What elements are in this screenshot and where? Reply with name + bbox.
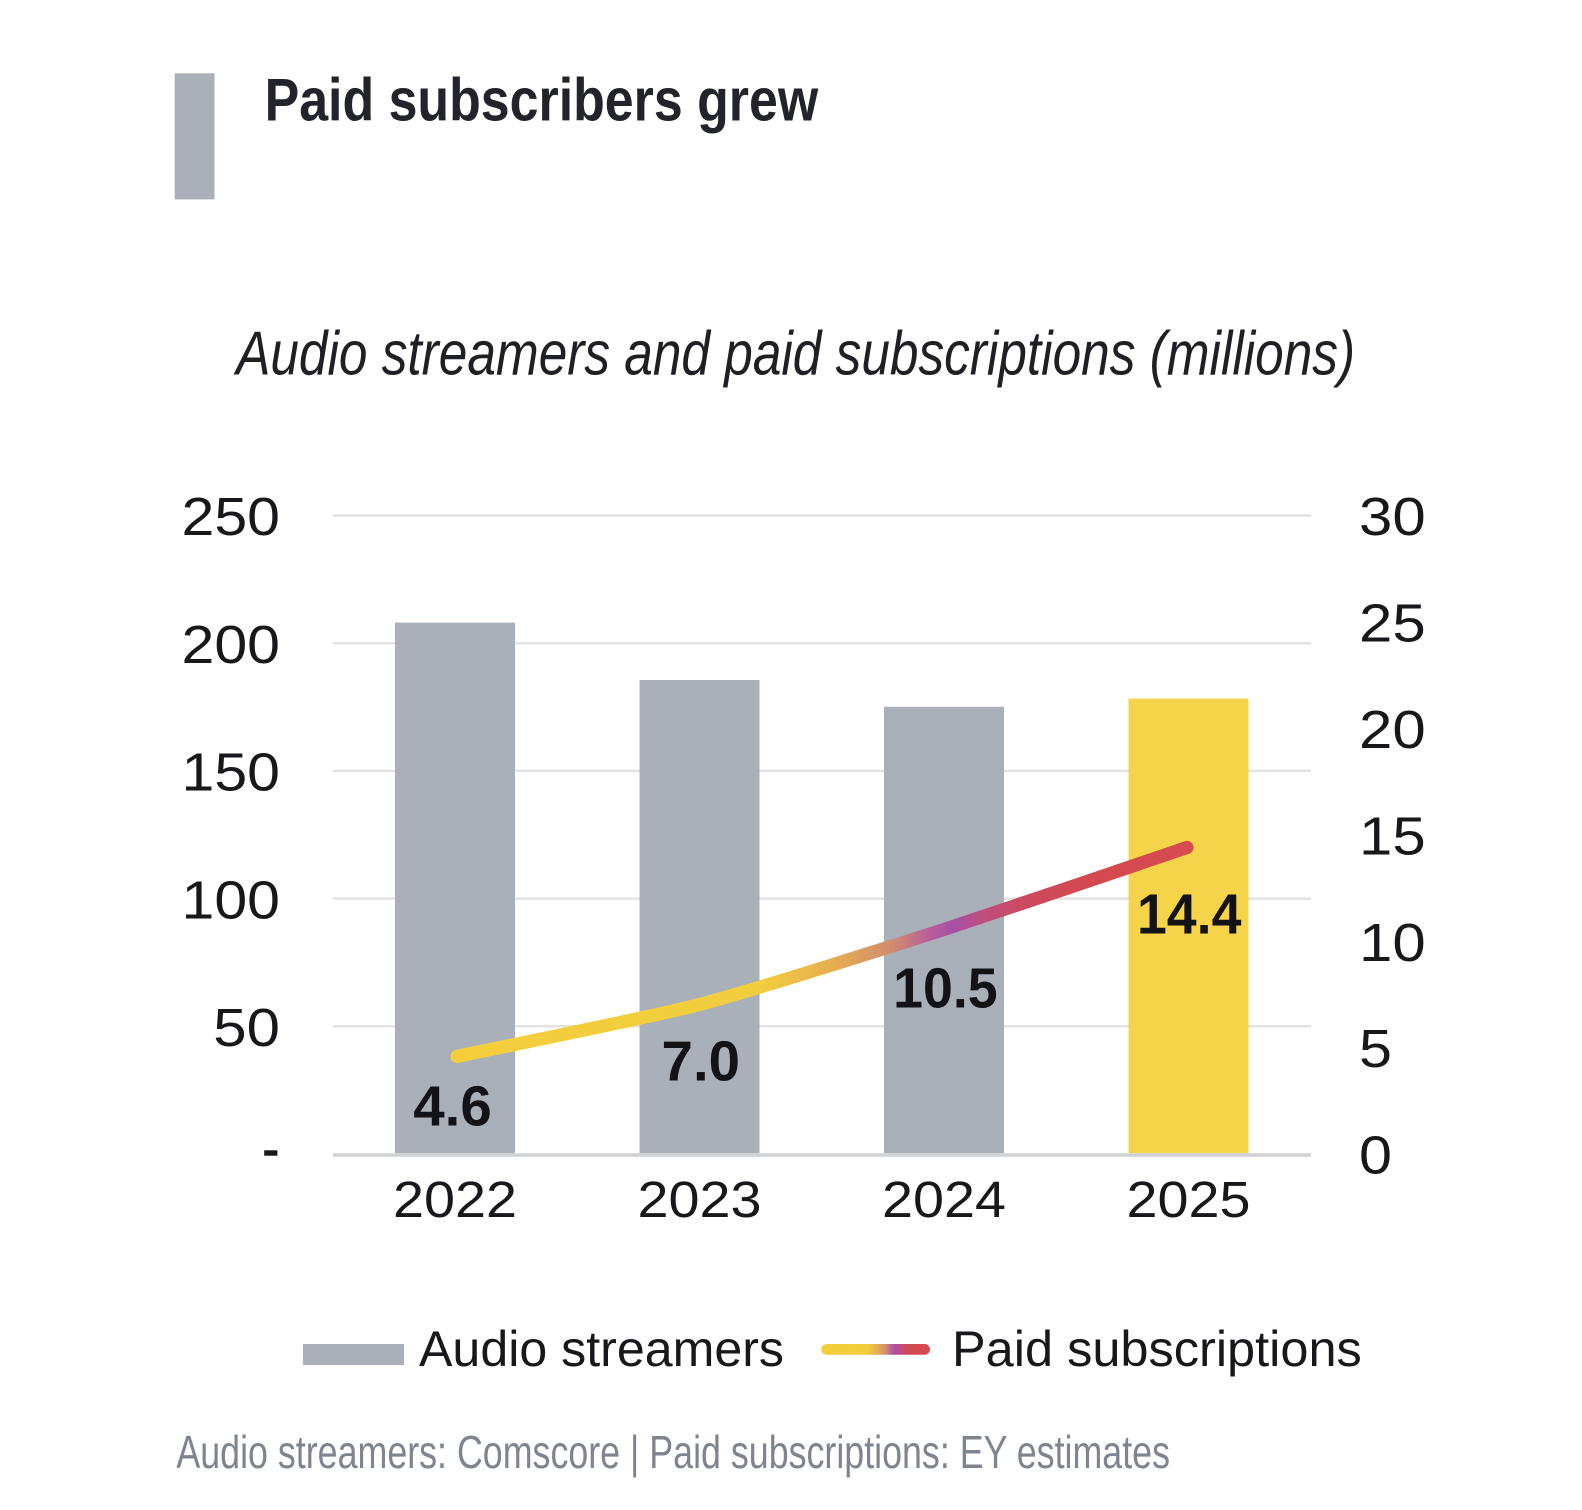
svg-text:10: 10 xyxy=(1359,913,1426,973)
svg-text:20: 20 xyxy=(1359,700,1426,760)
svg-text:2025: 2025 xyxy=(1127,1171,1251,1228)
svg-text:10.5: 10.5 xyxy=(893,957,998,1021)
svg-text:2024: 2024 xyxy=(882,1171,1006,1228)
svg-text:100: 100 xyxy=(182,870,281,930)
svg-text:0: 0 xyxy=(1359,1126,1392,1186)
svg-text:2022: 2022 xyxy=(393,1171,517,1228)
svg-text:Audio streamers: Audio streamers xyxy=(419,1321,784,1377)
svg-text:5: 5 xyxy=(1359,1019,1392,1079)
svg-text:150: 150 xyxy=(182,743,281,803)
svg-text:Audio streamers and paid subsc: Audio streamers and paid subscriptions (… xyxy=(233,319,1355,388)
svg-text:250: 250 xyxy=(182,487,281,547)
svg-text:14.4: 14.4 xyxy=(1137,882,1242,946)
svg-text:30: 30 xyxy=(1359,487,1426,547)
svg-text:7.0: 7.0 xyxy=(662,1030,741,1094)
svg-text:Audio streamers: Comscore | Pa: Audio streamers: Comscore | Paid subscri… xyxy=(176,1426,1170,1478)
svg-text:Paid subscriptions: Paid subscriptions xyxy=(952,1321,1362,1377)
svg-text:200: 200 xyxy=(182,615,281,675)
svg-text:50: 50 xyxy=(213,998,280,1058)
svg-text:2023: 2023 xyxy=(638,1171,762,1228)
svg-text:Paid subscribers grew: Paid subscribers grew xyxy=(265,67,819,134)
svg-text:15: 15 xyxy=(1359,806,1426,866)
svg-text:25: 25 xyxy=(1359,594,1426,654)
svg-text:4.6: 4.6 xyxy=(413,1075,492,1139)
